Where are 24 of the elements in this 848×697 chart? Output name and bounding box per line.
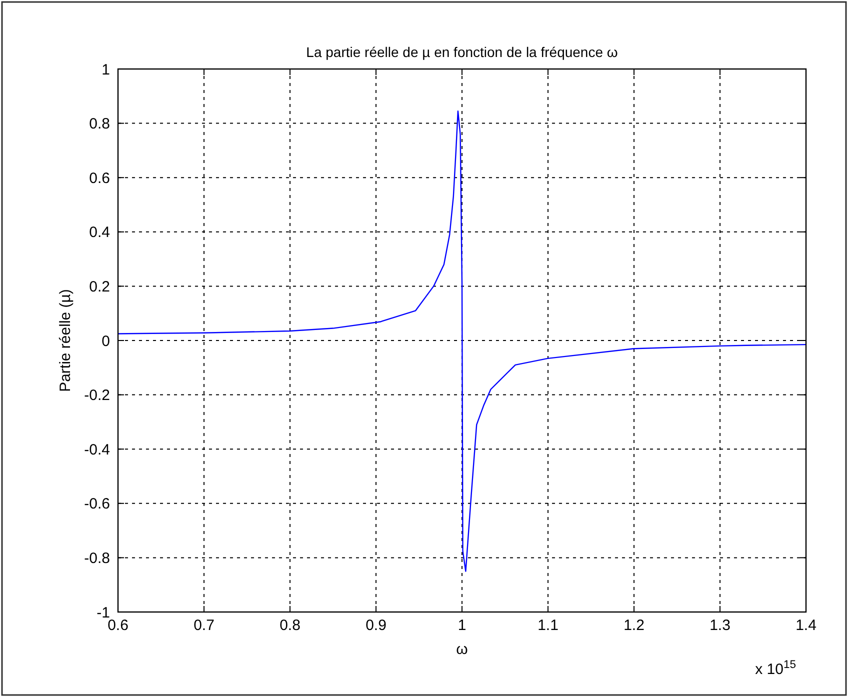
- y-tick-label: 0.4: [89, 224, 110, 242]
- y-tick-label: 1: [102, 61, 110, 78]
- x-axis-title: ω: [456, 641, 468, 658]
- x-tick-label: 1: [458, 617, 466, 634]
- y-tick-label: 0.8: [89, 116, 110, 133]
- y-tick-label: -0.4: [84, 441, 110, 458]
- y-tick-label: -0.2: [84, 387, 110, 404]
- y-axis-title: Partie réelle (µ): [57, 289, 74, 392]
- text: x 10$^{15}$: [755, 659, 796, 678]
- y-tick-label: -1: [96, 604, 110, 622]
- x-tick-label: 1.2: [624, 617, 644, 634]
- y-tick-label: -0.6: [84, 496, 110, 513]
- chart-title: La partie réelle de µ en fonction de la fréquence ω: [306, 44, 618, 60]
- x-tick-label: 1.1: [538, 617, 558, 634]
- x-tick-label: 1.4: [796, 617, 816, 634]
- y-tick-label: 0.2: [89, 278, 110, 296]
- x-tick-label: 1.3: [710, 617, 730, 634]
- x-tick-label: 0.9: [366, 617, 386, 634]
- x-tick-label: 0.7: [194, 617, 214, 634]
- line-series: [118, 110, 806, 572]
- y-tick-label: 0.6: [89, 170, 110, 187]
- y-tick-label: 0: [102, 332, 110, 350]
- y-tick-label: -0.8: [84, 550, 110, 567]
- x-tick-label: 0.8: [280, 617, 300, 634]
